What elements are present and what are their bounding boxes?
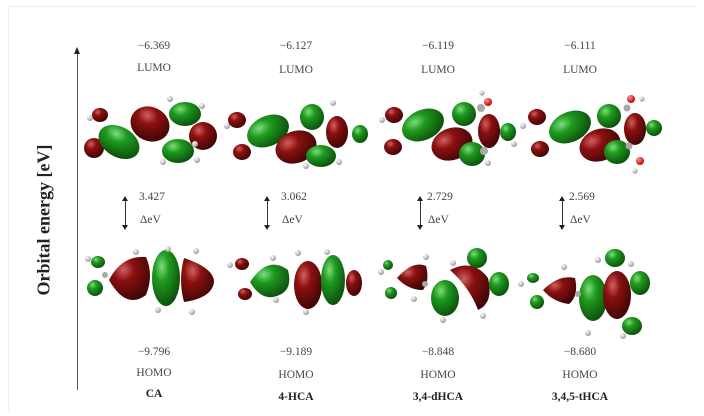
homo-label: HOMO: [136, 367, 172, 379]
lumo-label: LUMO: [421, 64, 455, 76]
molecule-name: 3,4-dHCA: [412, 391, 464, 403]
lumo-energy: −6.119: [422, 40, 454, 52]
lumo-label: LUMO: [137, 62, 171, 74]
gap-unit: ΔeV: [140, 214, 161, 226]
gap-unit: ΔeV: [428, 214, 449, 226]
y-axis-label: Orbital energy [eV]: [33, 144, 54, 296]
gap-unit: ΔeV: [570, 214, 591, 226]
molecule-name: CA: [145, 388, 163, 400]
gap-value: 2.729: [427, 191, 453, 203]
lumo-label: LUMO: [279, 64, 313, 76]
lumo-energy: −6.127: [279, 40, 313, 52]
molecule-name: 4-HCA: [278, 391, 314, 403]
gap-arrow-icon: [122, 196, 128, 230]
energy-axis: [77, 52, 78, 390]
gap-value: 3.062: [281, 191, 307, 203]
gap-unit: ΔeV: [282, 214, 303, 226]
gap-arrow-icon: [417, 196, 423, 230]
figure-frame: [8, 6, 697, 411]
lumo-orbital-ca: [84, 96, 217, 165]
homo-label: HOMO: [278, 369, 314, 381]
homo-energy: −9.189: [279, 346, 313, 358]
homo-orbital-4hca: [227, 249, 362, 315]
gap-arrow-icon: [559, 196, 565, 230]
gap-arrow-icon: [264, 196, 270, 230]
axis-arrow-icon: [74, 47, 80, 54]
homo-label: HOMO: [562, 369, 598, 381]
homo-energy: −8.680: [563, 346, 597, 358]
lumo-orbital-345thca: [520, 95, 662, 174]
lumo-energy: −6.111: [564, 40, 596, 52]
homo-label: HOMO: [420, 369, 456, 381]
lumo-orbital-4hca: [224, 100, 368, 169]
homo-orbital-34dhca: [378, 248, 509, 323]
lumo-label: LUMO: [563, 64, 597, 76]
gap-value: 3.427: [139, 191, 165, 203]
lumo-energy: −6.369: [137, 40, 171, 52]
homo-orbital-ca: [85, 246, 214, 315]
homo-energy: −8.848: [421, 346, 455, 358]
homo-energy: −9.796: [137, 346, 171, 358]
homo-orbital-345thca: [518, 249, 650, 339]
gap-value: 2.569: [569, 191, 595, 203]
lumo-orbital-34dhca: [379, 90, 517, 166]
molecule-name: 3,4,5-tHCA: [551, 391, 609, 403]
